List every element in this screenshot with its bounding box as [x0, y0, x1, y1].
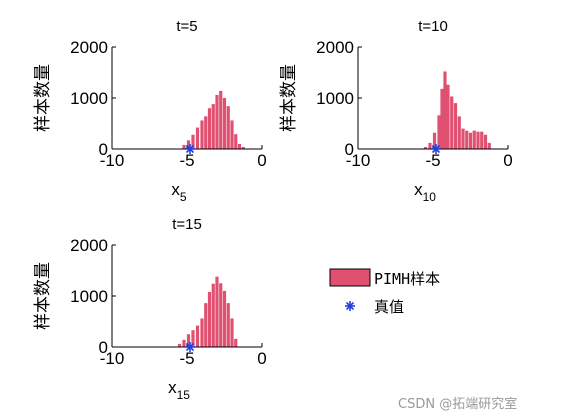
truth-marker — [185, 144, 195, 154]
histogram-bar — [195, 127, 200, 149]
histogram-bar — [450, 96, 454, 149]
histogram-bar — [226, 106, 230, 149]
histogram-bar — [215, 94, 219, 149]
histogram-bar — [219, 90, 223, 149]
histogram-bar — [440, 88, 444, 149]
histogram-bar — [476, 131, 480, 149]
legend-truth-marker — [345, 301, 355, 311]
subplot-title: t=10 — [418, 18, 448, 35]
histogram-bar — [182, 144, 186, 149]
histogram-bar — [472, 130, 476, 149]
histogram-bar — [446, 84, 450, 149]
x-tick-label: -10 — [100, 349, 125, 368]
x-axis-label: x10 — [414, 180, 436, 204]
y-tick-label: 0 — [345, 140, 354, 159]
histogram-bar — [461, 128, 465, 149]
y-tick-label: 0 — [99, 140, 108, 159]
histogram-bar — [195, 325, 200, 347]
subplot-10: 0 1000 2000 -10 -5 0 t=10 x10 样本数量 — [279, 18, 513, 204]
histogram-bar — [222, 98, 227, 149]
x-tick-label: 0 — [503, 151, 512, 170]
histogram-bar — [204, 303, 208, 347]
histogram-bar — [237, 143, 242, 149]
histogram-bar — [207, 291, 212, 347]
histogram-bar — [200, 120, 204, 149]
y-tick-label: 1000 — [316, 89, 354, 108]
y-axis-label: 样本数量 — [33, 64, 53, 132]
legend-truth-label: 真值 — [374, 298, 404, 316]
histogram-bar — [483, 134, 488, 149]
histogram-bar — [234, 134, 238, 149]
histogram-bar — [177, 343, 182, 347]
histogram-bar — [211, 283, 215, 347]
histogram-bar — [219, 283, 223, 347]
y-tick-label: 2000 — [316, 38, 354, 57]
x-tick-label: 0 — [257, 151, 266, 170]
x-tick-label: -10 — [100, 151, 125, 170]
histogram-bar — [204, 116, 208, 149]
legend-samples-label: PIMH样本 — [374, 270, 440, 288]
histogram-bar — [200, 318, 204, 347]
subplot-5: 0 1000 2000 -10 -5 0 t=5 x5 样本数量 — [33, 18, 267, 204]
x-tick-label: -5 — [179, 349, 194, 368]
x-tick-label: -10 — [346, 151, 371, 170]
x-axis-label: x15 — [168, 378, 190, 402]
histogram-bar — [423, 146, 428, 149]
histogram-bar — [186, 334, 191, 347]
x-tick-label: 0 — [257, 349, 266, 368]
histogram-bar — [207, 108, 212, 149]
histogram-bar — [191, 330, 195, 347]
truth-marker — [431, 144, 441, 154]
subplot-title: t=15 — [172, 216, 202, 233]
histogram-bar — [487, 142, 491, 149]
histogram-bar — [453, 103, 458, 149]
truth-marker — [185, 342, 195, 352]
histogram-bar — [186, 140, 191, 149]
y-tick-label: 2000 — [70, 236, 108, 255]
subplot-title: t=5 — [176, 18, 197, 35]
histogram-bar — [222, 290, 227, 347]
subplot-15: 0 1000 2000 -10 -5 0 t=15 x15 样本数量 — [33, 216, 267, 402]
histogram-bar — [480, 131, 484, 149]
x-tick-label: -5 — [179, 151, 194, 170]
histogram-bar — [234, 338, 238, 347]
histogram-bar — [428, 142, 432, 149]
histogram-bar — [226, 303, 230, 347]
x-axis-label: x5 — [171, 180, 187, 204]
histogram-bar — [432, 132, 437, 149]
histogram-bar — [182, 339, 186, 347]
histogram-bar — [465, 130, 469, 149]
y-tick-label: 2000 — [70, 38, 108, 57]
y-axis-label: 样本数量 — [279, 64, 299, 132]
histogram-bar — [437, 115, 441, 149]
histogram-bar — [457, 116, 461, 149]
legend: PIMH样本 真值 — [329, 268, 440, 316]
y-tick-label: 1000 — [70, 89, 108, 108]
histogram-bar — [191, 134, 195, 149]
histogram-bar — [215, 276, 219, 347]
subplot-panels: 0 1000 2000 -10 -5 0 t=5 x5 样本数量 0 1000 2000 -10 -5 0 t… — [33, 18, 513, 402]
legend-samples-swatch — [329, 268, 371, 287]
histogram-bar — [211, 104, 215, 149]
histogram-bar — [230, 120, 234, 149]
y-axis-label: 样本数量 — [33, 262, 53, 330]
x-tick-label: -5 — [425, 151, 440, 170]
watermark: CSDN @拓端研究室 — [398, 396, 517, 412]
y-tick-label: 1000 — [70, 287, 108, 306]
histogram-bar — [468, 132, 473, 149]
histogram-bar — [230, 318, 234, 347]
y-tick-label: 0 — [99, 338, 108, 357]
histogram-bar — [443, 71, 447, 149]
histogram-bar — [241, 146, 245, 149]
